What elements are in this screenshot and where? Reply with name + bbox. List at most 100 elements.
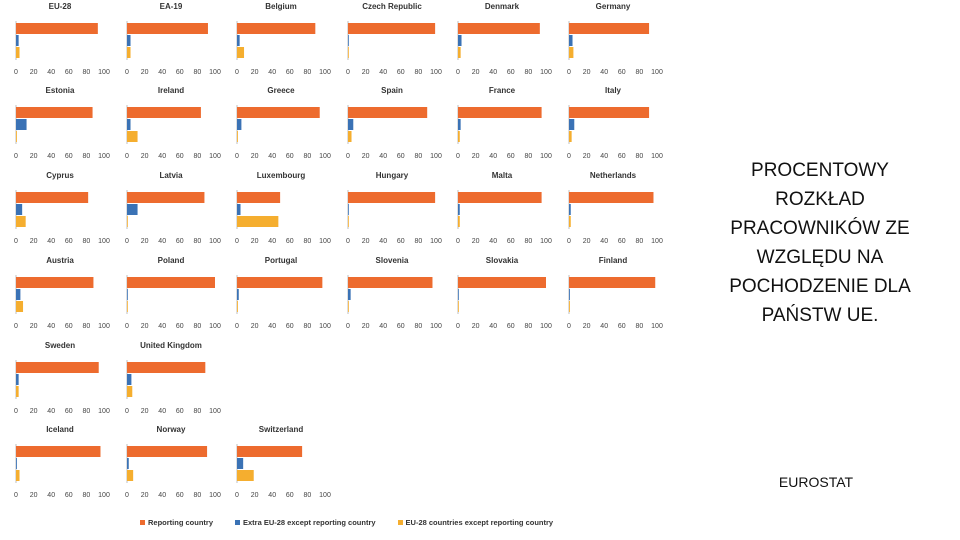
bar-eu-28-countries-except-reporting-country (569, 216, 571, 227)
x-tick-label: 20 (362, 153, 370, 160)
bar-reporting-country (127, 277, 215, 288)
x-tick-label: 0 (14, 323, 18, 330)
x-tick-label: 20 (251, 323, 259, 330)
chart-panel-austria: Austria 0 20 40 60 80 100 (14, 256, 124, 338)
x-tick-label: 100 (98, 323, 110, 330)
x-tick-label: 100 (540, 69, 552, 76)
bar-eu-28-countries-except-reporting-country (348, 301, 349, 312)
panel-plot: 0 20 40 60 80 100 (567, 275, 663, 330)
x-tick-label: 40 (47, 323, 55, 330)
x-tick-label: 100 (430, 69, 442, 76)
bar-extra-eu-28-except-reporting-country (348, 204, 349, 215)
panel-title: Italy (604, 86, 621, 95)
x-tick-label: 20 (472, 153, 480, 160)
x-tick-label: 40 (379, 69, 387, 76)
bar-reporting-country (16, 446, 101, 457)
panel-plot: 0 20 40 60 80 100 (567, 190, 663, 245)
x-tick-label: 80 (304, 69, 312, 76)
bar-reporting-country (569, 277, 656, 288)
x-tick-label: 80 (83, 323, 91, 330)
small-multiples-chart: EU-28 0 20 40 60 80 100 EA-19 0 20 40 60 80 100 Belgiu… (14, 2, 677, 499)
x-tick-label: 100 (540, 153, 552, 160)
panel-plot: 0 20 40 60 80 100 (14, 190, 110, 245)
chart-panel-eu-28: EU-28 0 20 40 60 80 100 (14, 2, 124, 84)
bar-eu-28-countries-except-reporting-country (237, 301, 238, 312)
bar-eu-28-countries-except-reporting-country (127, 470, 134, 481)
x-tick-label: 60 (176, 238, 184, 245)
chart-panel-france: France 0 20 40 60 80 100 (456, 86, 566, 168)
x-tick-label: 100 (98, 153, 110, 160)
bar-reporting-country (458, 192, 542, 203)
x-tick-label: 40 (47, 238, 55, 245)
legend-entry-extra-eu-28-except-reporting-country: Extra EU-28 except reporting country (235, 518, 376, 527)
x-tick-label: 60 (618, 153, 626, 160)
x-tick-label: 40 (600, 323, 608, 330)
bar-eu-28-countries-except-reporting-country (237, 470, 254, 481)
bar-extra-eu-28-except-reporting-country (458, 204, 460, 215)
chart-panel-germany: Germany 0 20 40 60 80 100 (567, 2, 677, 84)
x-tick-label: 0 (235, 323, 239, 330)
bar-eu-28-countries-except-reporting-country (16, 131, 17, 142)
x-tick-label: 80 (525, 153, 533, 160)
x-tick-label: 60 (507, 69, 515, 76)
x-tick-label: 60 (618, 69, 626, 76)
x-tick-label: 40 (268, 492, 276, 499)
panel-plot: 0 20 40 60 80 100 (346, 21, 442, 76)
panel-title: Austria (46, 256, 74, 265)
bar-extra-eu-28-except-reporting-country (237, 458, 244, 469)
x-tick-label: 100 (319, 323, 331, 330)
x-tick-label: 60 (176, 408, 184, 415)
bar-extra-eu-28-except-reporting-country (16, 35, 19, 46)
chart-panel-netherlands: Netherlands 0 20 40 60 80 100 (567, 171, 677, 253)
chart-panel-ea-19: EA-19 0 20 40 60 80 100 (125, 2, 235, 84)
x-tick-label: 0 (456, 238, 460, 245)
bar-eu-28-countries-except-reporting-country (237, 216, 279, 227)
x-tick-label: 0 (235, 69, 239, 76)
panel-title: Luxembourg (256, 171, 306, 180)
x-tick-label: 20 (30, 238, 38, 245)
x-tick-label: 100 (98, 408, 110, 415)
x-tick-label: 80 (194, 238, 202, 245)
x-tick-label: 60 (65, 323, 73, 330)
panel-title: Malta (491, 171, 513, 180)
bar-reporting-country (348, 277, 433, 288)
panel-plot: 0 20 40 60 80 100 (125, 105, 221, 160)
x-tick-label: 40 (379, 238, 387, 245)
panel-plot: 0 20 40 60 80 100 (235, 444, 331, 499)
bar-extra-eu-28-except-reporting-country (569, 289, 570, 300)
panel-plot: 0 20 40 60 80 100 (125, 444, 221, 499)
x-tick-label: 100 (540, 238, 552, 245)
x-tick-label: 80 (83, 153, 91, 160)
x-tick-label: 60 (286, 153, 294, 160)
bar-reporting-country (127, 23, 208, 34)
bar-reporting-country (458, 23, 540, 34)
x-tick-label: 100 (540, 323, 552, 330)
x-tick-label: 60 (618, 238, 626, 245)
x-tick-label: 60 (397, 323, 405, 330)
bar-eu-28-countries-except-reporting-country (569, 301, 570, 312)
x-tick-label: 0 (346, 153, 350, 160)
x-tick-label: 60 (618, 323, 626, 330)
x-tick-label: 80 (304, 323, 312, 330)
x-tick-label: 40 (489, 323, 497, 330)
legend-swatch (235, 519, 240, 525)
bar-eu-28-countries-except-reporting-country (569, 47, 574, 58)
x-tick-label: 80 (83, 408, 91, 415)
bar-extra-eu-28-except-reporting-country (458, 35, 462, 46)
x-tick-label: 40 (158, 408, 166, 415)
x-tick-label: 20 (251, 238, 259, 245)
bar-reporting-country (237, 107, 320, 118)
x-tick-label: 0 (125, 153, 129, 160)
bar-eu-28-countries-except-reporting-country (16, 47, 20, 58)
x-tick-label: 20 (472, 238, 480, 245)
bar-reporting-country (16, 192, 89, 203)
x-tick-label: 60 (507, 153, 515, 160)
x-tick-label: 0 (125, 238, 129, 245)
bar-reporting-country (569, 23, 650, 34)
x-tick-label: 80 (636, 323, 644, 330)
x-tick-label: 80 (304, 238, 312, 245)
bar-extra-eu-28-except-reporting-country (237, 204, 241, 215)
x-tick-label: 40 (489, 153, 497, 160)
x-tick-label: 80 (525, 69, 533, 76)
bar-extra-eu-28-except-reporting-country (127, 374, 132, 385)
